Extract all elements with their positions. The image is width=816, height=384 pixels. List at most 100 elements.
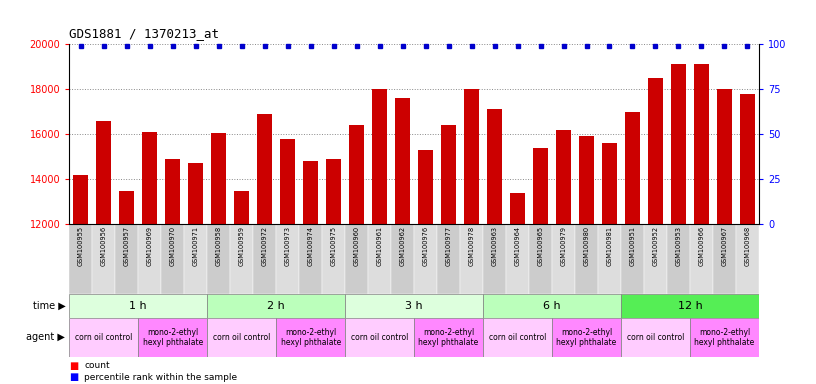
Bar — [142, 132, 157, 384]
Text: 3 h: 3 h — [406, 301, 423, 311]
Bar — [529, 224, 552, 293]
Text: 12 h: 12 h — [677, 301, 703, 311]
Bar — [184, 224, 207, 293]
Text: GDS1881 / 1370213_at: GDS1881 / 1370213_at — [69, 27, 220, 40]
Bar — [740, 94, 755, 384]
Text: GSM100974: GSM100974 — [308, 226, 313, 266]
Text: GSM100959: GSM100959 — [239, 226, 245, 266]
Bar — [92, 224, 115, 293]
Bar — [483, 293, 621, 318]
Bar — [304, 161, 318, 384]
Text: agent ▶: agent ▶ — [26, 332, 65, 342]
Bar — [69, 224, 92, 293]
Text: GSM100977: GSM100977 — [446, 226, 451, 266]
Bar — [207, 318, 276, 357]
Text: GSM100979: GSM100979 — [561, 226, 566, 266]
Bar — [211, 133, 226, 384]
Bar — [280, 139, 295, 384]
Bar — [345, 318, 414, 357]
Bar — [602, 143, 617, 384]
Bar — [414, 224, 437, 293]
Text: GSM100969: GSM100969 — [147, 226, 153, 266]
Bar — [487, 109, 502, 384]
Text: 6 h: 6 h — [543, 301, 561, 311]
Text: GSM100981: GSM100981 — [606, 226, 613, 266]
Bar — [690, 224, 713, 293]
Bar — [621, 293, 759, 318]
Bar — [621, 224, 644, 293]
Bar — [368, 224, 391, 293]
Bar — [73, 175, 88, 384]
Bar — [69, 293, 207, 318]
Text: GSM100952: GSM100952 — [653, 226, 659, 266]
Text: GSM100963: GSM100963 — [491, 226, 498, 266]
Text: GSM100968: GSM100968 — [744, 226, 751, 266]
Bar — [644, 224, 667, 293]
Text: ■: ■ — [69, 361, 78, 371]
Text: corn oil control: corn oil control — [489, 333, 546, 342]
Text: mono-2-ethyl
hexyl phthalate: mono-2-ethyl hexyl phthalate — [143, 328, 203, 347]
Bar — [395, 98, 410, 384]
Bar — [736, 224, 759, 293]
Text: GSM100962: GSM100962 — [400, 226, 406, 266]
Text: time ▶: time ▶ — [33, 301, 65, 311]
Bar — [667, 224, 690, 293]
Text: GSM100980: GSM100980 — [583, 226, 589, 266]
Bar — [483, 224, 506, 293]
Bar — [69, 318, 139, 357]
Text: GSM100960: GSM100960 — [353, 226, 360, 266]
Bar — [253, 224, 276, 293]
Bar — [299, 224, 322, 293]
Bar — [257, 114, 273, 384]
Bar — [533, 148, 548, 384]
Bar — [671, 65, 686, 384]
Text: mono-2-ethyl
hexyl phthalate: mono-2-ethyl hexyl phthalate — [557, 328, 617, 347]
Bar — [575, 224, 598, 293]
Text: corn oil control: corn oil control — [213, 333, 270, 342]
Text: GSM100978: GSM100978 — [468, 226, 475, 266]
Bar — [694, 65, 709, 384]
Bar — [115, 224, 139, 293]
Bar — [460, 224, 483, 293]
Bar — [483, 318, 552, 357]
Bar — [579, 136, 594, 384]
Bar — [391, 224, 414, 293]
Text: GSM100973: GSM100973 — [285, 226, 290, 266]
Text: GSM100972: GSM100972 — [262, 226, 268, 266]
Bar — [207, 293, 345, 318]
Text: GSM100955: GSM100955 — [78, 226, 84, 266]
Text: mono-2-ethyl
hexyl phthalate: mono-2-ethyl hexyl phthalate — [694, 328, 755, 347]
Bar — [349, 125, 364, 384]
Bar — [345, 293, 483, 318]
Text: GSM100964: GSM100964 — [515, 226, 521, 266]
Bar — [510, 193, 525, 384]
Bar — [234, 190, 249, 384]
Text: GSM100966: GSM100966 — [698, 226, 704, 266]
Bar — [326, 159, 341, 384]
Bar — [230, 224, 253, 293]
Text: GSM100958: GSM100958 — [215, 226, 222, 266]
Bar — [690, 318, 759, 357]
Text: GSM100956: GSM100956 — [101, 226, 107, 266]
Bar — [96, 121, 111, 384]
Bar — [717, 89, 732, 384]
Bar — [139, 318, 207, 357]
Bar — [276, 318, 345, 357]
Text: corn oil control: corn oil control — [351, 333, 408, 342]
Bar — [276, 224, 299, 293]
Text: GSM100971: GSM100971 — [193, 226, 199, 266]
Bar — [162, 224, 184, 293]
Text: GSM100961: GSM100961 — [377, 226, 383, 266]
Text: GSM100965: GSM100965 — [538, 226, 543, 266]
Text: GSM100967: GSM100967 — [721, 226, 727, 266]
Text: corn oil control: corn oil control — [75, 333, 132, 342]
Text: 1 h: 1 h — [130, 301, 147, 311]
Text: mono-2-ethyl
hexyl phthalate: mono-2-ethyl hexyl phthalate — [281, 328, 341, 347]
Text: GSM100975: GSM100975 — [330, 226, 337, 266]
Bar — [322, 224, 345, 293]
Bar — [441, 125, 456, 384]
Bar — [552, 224, 575, 293]
Text: corn oil control: corn oil control — [627, 333, 684, 342]
Bar — [713, 224, 736, 293]
Text: GSM100951: GSM100951 — [629, 226, 636, 266]
